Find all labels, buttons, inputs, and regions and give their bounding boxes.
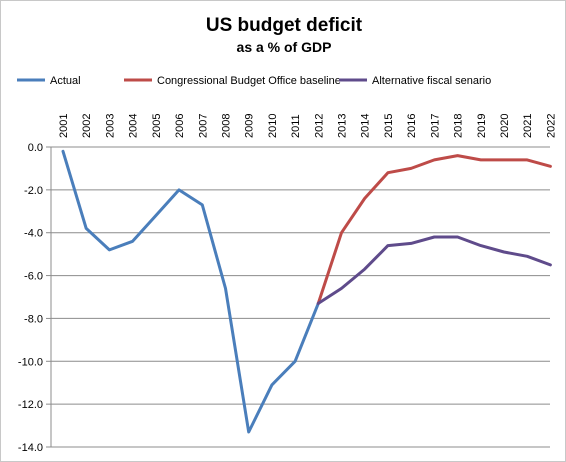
x-tick-label: 2017 [429,114,441,138]
legend-entry: Alternative fiscal senario [372,75,491,87]
y-tick-label: -6.0 [24,271,43,283]
series-line-2 [316,154,552,305]
x-tick-label: 2006 [174,114,186,138]
legend: Actual Congressional Budget Office baseli… [17,75,491,87]
y-tick-label: -2.0 [24,185,43,197]
y-tick-label: -14.0 [18,442,43,454]
legend-entry: Actual [50,75,81,87]
chart-subtitle: as a % of GDP [237,39,332,55]
series-line-3 [316,235,552,305]
x-tick-label: 2001 [58,114,70,138]
x-tick-label: 2007 [197,114,209,138]
x-tick-label: 2015 [383,114,395,138]
y-tick-label: -12.0 [18,399,43,411]
x-tick-label: 2014 [360,114,372,138]
x-tick-label: 2016 [406,114,418,138]
chart-title: US budget deficit [206,15,363,36]
x-tick-label: 2010 [267,114,279,138]
gridlines [46,146,550,448]
y-tick-label: -4.0 [24,228,43,240]
x-tick-label: 2013 [337,114,349,138]
series-lines [61,149,552,434]
y-tick-label: 0.0 [28,142,43,154]
x-tick-label: 2019 [476,114,488,138]
series-line-1 [61,149,320,434]
x-tick-label: 2008 [220,114,232,138]
x-axis-tick-labels: 2001 2002 2003 2004 2005 2006 2007 2008 2009 2010… [58,114,557,138]
y-tick-label: -10.0 [18,356,43,368]
x-tick-label: 2005 [151,114,163,138]
x-tick-label: 2022 [545,114,557,138]
x-tick-label: 2009 [244,114,256,138]
x-tick-label: 2020 [499,114,511,138]
legend-entry: Congressional Budget Office baseline [157,75,341,87]
x-tick-label: 2003 [104,114,116,138]
y-tick-label: -8.0 [24,313,43,325]
x-tick-label: 2011 [290,114,302,138]
x-tick-label: 2002 [81,114,93,138]
x-tick-label: 2018 [453,114,465,138]
x-tick-label: 2012 [313,114,325,138]
x-tick-label: 2021 [522,114,534,138]
y-axis-tick-labels: 0.0 -2.0 -4.0 -6.0 -8.0 -10.0 -12.0 -14.0 [18,142,43,454]
x-tick-label: 2004 [128,114,140,138]
